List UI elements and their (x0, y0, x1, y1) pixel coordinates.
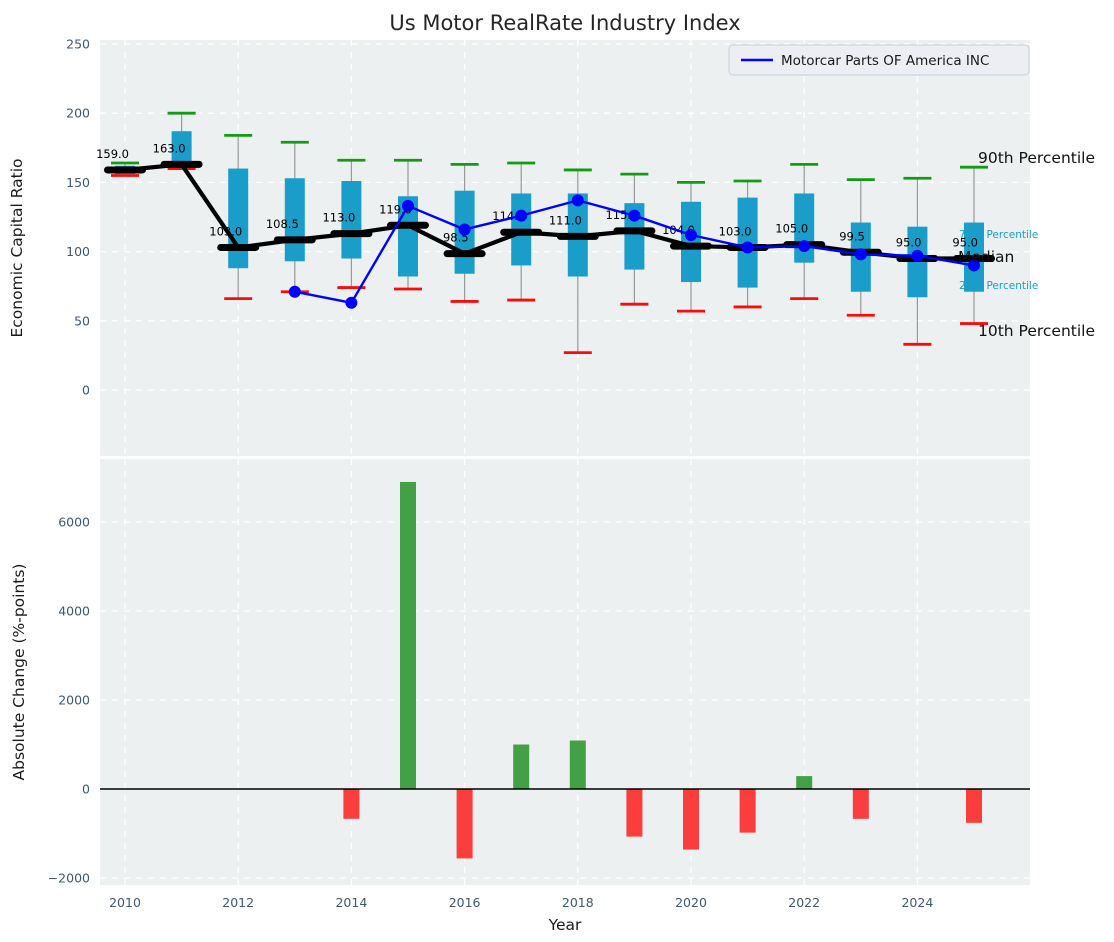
upper-y-tick-label: 250 (66, 37, 90, 52)
median-value-label: 111.0 (549, 213, 582, 227)
bar-negative (739, 789, 756, 833)
median-value-label: 95.0 (896, 236, 922, 250)
x-tick-label: 2022 (788, 895, 820, 910)
median-value-label: 103.0 (209, 224, 242, 238)
annotation-median: Median (958, 248, 1014, 266)
median-marker (443, 250, 486, 258)
legend: Motorcar Parts OF America INC (728, 44, 1030, 76)
bar-negative (343, 789, 360, 819)
x-tick-label: 2020 (675, 895, 707, 910)
x-tick-label: 2018 (562, 895, 594, 910)
bar-negative (626, 789, 643, 837)
median-marker (217, 243, 260, 251)
median-line (124, 162, 974, 261)
median-marker (670, 242, 712, 250)
bar-positive (513, 744, 530, 789)
legend-box (728, 44, 1030, 76)
median-value-label: 113.0 (322, 211, 355, 225)
company-point (628, 209, 641, 222)
company-point (402, 199, 414, 212)
upper-y-tick-label: 0 (82, 383, 90, 398)
median-value-label: 163.0 (153, 141, 186, 155)
bar-positive (796, 776, 813, 789)
bar-negative (966, 789, 982, 823)
median-marker (953, 255, 995, 263)
lower-y-tick-label: 0 (82, 782, 90, 797)
median-value-label: 159.0 (96, 147, 129, 161)
annotation-75th-percentile: 75th Percentile (959, 229, 1038, 241)
iqr-box (681, 201, 701, 283)
x-tick-label: 2014 (335, 895, 367, 910)
lower-y-tick-label: 2000 (58, 693, 90, 708)
company-point (515, 209, 528, 222)
median-marker (330, 230, 373, 238)
x-tick-label: 2010 (109, 895, 141, 910)
iqr-box (171, 131, 192, 165)
bar-negative (683, 789, 699, 850)
lower-plot: −2000 0 2000 4000 6000 2010 2012 2014 2016 2018 20… (48, 459, 1030, 910)
median-value-label: 95.0 (952, 236, 978, 250)
upper-plot: 0 50 100 150 200 250 159.0 163.0 103.0 108.5 113.0… (66, 37, 1030, 456)
upper-y-tick-label: 150 (66, 175, 90, 190)
median-marker (556, 232, 599, 240)
company-point (685, 228, 697, 241)
bar-negative (852, 789, 869, 819)
company-point (345, 296, 358, 309)
lower-y-tick-label: 4000 (58, 604, 90, 619)
company-point (741, 241, 754, 254)
median-marker (387, 221, 429, 229)
legend-label: Motorcar Parts OF America INC (781, 53, 989, 69)
x-axis-label: Year (548, 916, 582, 934)
upper-y-axis-label: Economic Capital Ratio (8, 158, 26, 337)
annotation-10th-percentile: 10th Percentile (978, 322, 1095, 340)
x-tick-label: 2012 (222, 895, 254, 910)
median-value-label: 99.5 (839, 229, 865, 243)
chart-title: Us Motor RealRate Industry Index (389, 11, 740, 35)
upper-y-tick-label: 200 (66, 106, 90, 121)
median-marker (273, 236, 316, 244)
median-marker (160, 160, 203, 168)
company-point (288, 285, 301, 298)
annotation-25th-percentile: 25th Percentile (959, 280, 1038, 292)
bar-positive (400, 481, 416, 789)
x-tick-label: 2016 (449, 895, 481, 910)
company-point (911, 249, 924, 262)
plot-background (100, 459, 1030, 885)
annotation-90th-percentile: 90th Percentile (978, 149, 1095, 167)
company-point (458, 223, 471, 236)
company-point (571, 194, 584, 207)
median-value-label: 103.0 (719, 224, 752, 238)
company-point (798, 240, 811, 253)
company-point (854, 248, 867, 261)
median-value-label: 108.5 (266, 217, 299, 231)
lower-y-tick-label: 6000 (58, 515, 90, 530)
median-marker (104, 166, 146, 174)
iqr-box (624, 203, 645, 270)
upper-y-tick-label: 100 (66, 244, 90, 259)
percentile-annotations: 90th Percentile 75th Percentile Median 25th… (958, 149, 1095, 340)
lower-y-tick-label: −2000 (48, 871, 90, 886)
median-value-label: 105.0 (775, 222, 808, 236)
company-point (968, 259, 980, 272)
upper-y-tick-label: 50 (74, 313, 90, 328)
iqr-box (341, 181, 362, 259)
bar-positive (569, 740, 586, 789)
median-marker (500, 228, 543, 236)
median-marker (613, 227, 656, 235)
bar-negative (456, 789, 473, 859)
iqr-box (228, 168, 249, 269)
lower-y-axis-label: Absolute Change (%-points) (10, 564, 28, 781)
x-tick-label: 2024 (901, 895, 933, 910)
